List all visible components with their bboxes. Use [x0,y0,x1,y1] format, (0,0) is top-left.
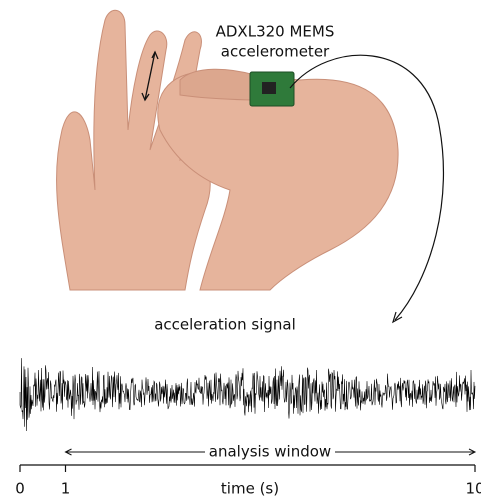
chip [262,82,276,94]
window-label: analysis window [209,443,331,461]
tick-label: 1 [61,480,71,498]
device-label: ADXL320 MEMS [216,23,335,41]
figure: ADXL320 MEMS accelerometer acceleration … [0,0,481,499]
signal-label: acceleration signal [154,316,296,334]
tick-label: 0 [15,480,25,498]
waveform [20,358,475,431]
tick-label: 10 [465,480,481,498]
device-label: accelerometer [221,43,330,61]
axis-label: time (s) [221,480,279,498]
page: ADXL320 MEMS accelerometer acceleration … [0,0,481,499]
